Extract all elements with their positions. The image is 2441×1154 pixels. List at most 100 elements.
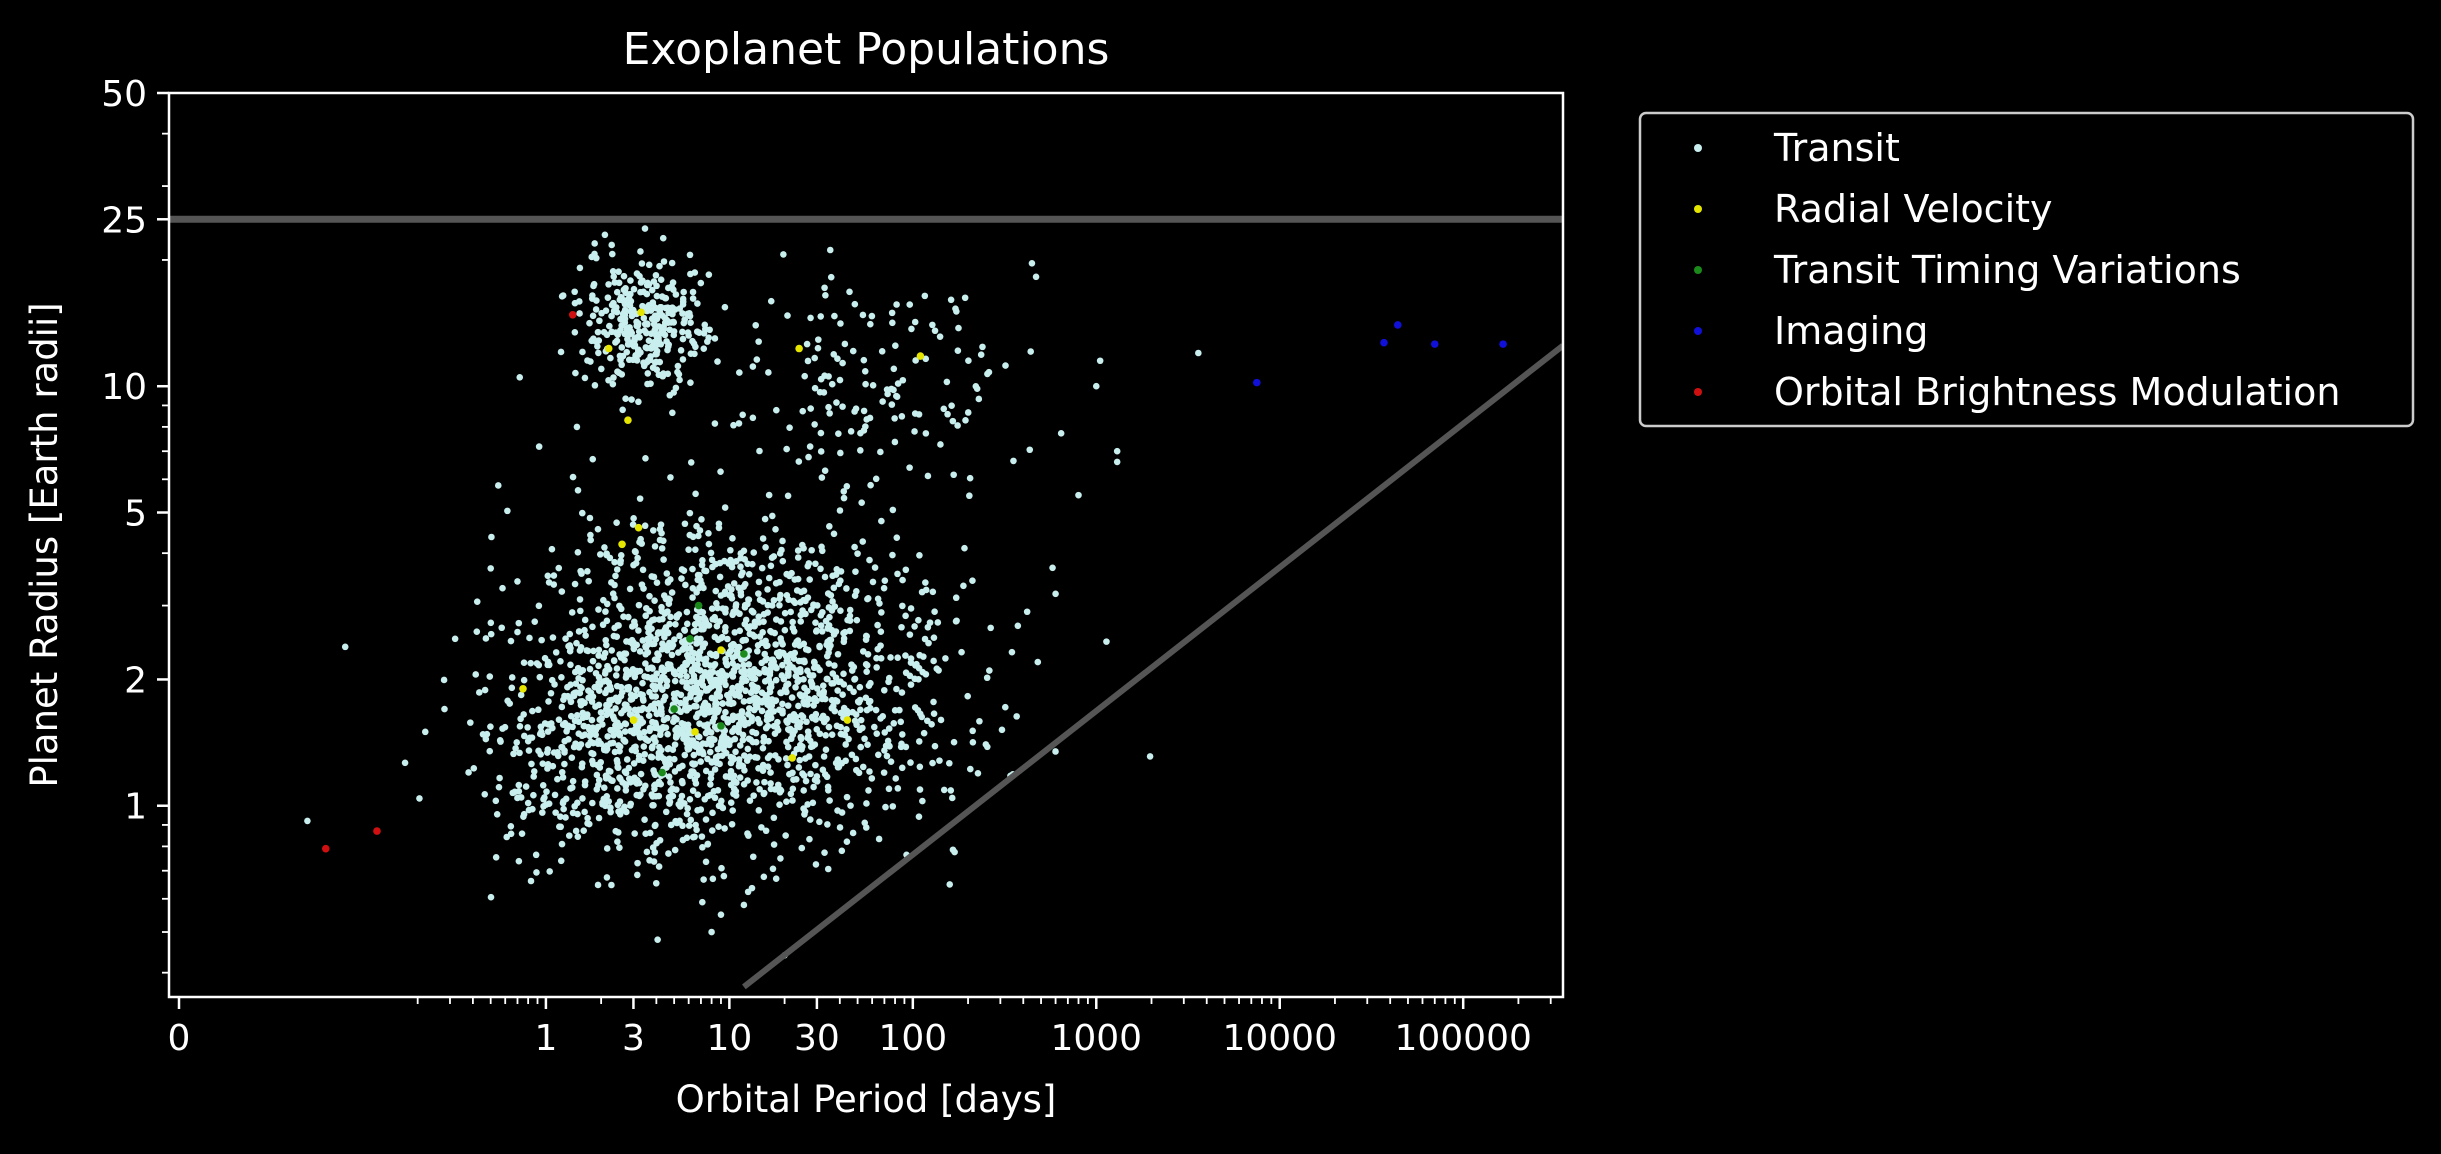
transit-point (891, 438, 899, 446)
transit-point (644, 320, 651, 328)
transit-point (571, 288, 578, 296)
transit-point (890, 720, 898, 727)
transit-timing-variations-point (717, 722, 725, 730)
transit-point (545, 661, 553, 669)
transit-point (824, 675, 831, 683)
transit-point (679, 335, 687, 343)
transit-point (702, 767, 710, 775)
transit-point (831, 707, 839, 715)
transit-point (580, 722, 588, 730)
transit-point (708, 682, 716, 690)
transit-point (859, 311, 867, 319)
transit-point (915, 411, 923, 418)
transit-point (705, 530, 712, 537)
orbital-brightness-modulation-point (321, 844, 330, 853)
transit-point (473, 628, 481, 635)
transit-point (831, 312, 838, 320)
transit-point (837, 568, 845, 575)
transit-point (538, 728, 545, 736)
transit-point (894, 654, 902, 661)
transit-point (641, 522, 649, 530)
transit-point (672, 621, 679, 628)
transit-point (535, 443, 543, 450)
transit-point (627, 800, 635, 808)
transit-point (721, 303, 729, 311)
transit-point (700, 876, 707, 883)
transit-point (848, 661, 855, 668)
transit-point (569, 473, 577, 481)
transit-point (561, 719, 569, 727)
transit-point (538, 636, 545, 644)
transit-point (621, 656, 628, 664)
transit-point (739, 637, 746, 645)
transit-point (558, 703, 566, 711)
transit-point (566, 642, 574, 649)
transit-point (874, 595, 882, 603)
legend-label: Transit Timing Variations (1773, 248, 2241, 292)
transit-point (878, 609, 885, 616)
imaging-point (1393, 321, 1402, 329)
transit-point (749, 608, 757, 616)
transit-point (784, 702, 792, 709)
transit-point (936, 333, 944, 340)
transit-point (953, 308, 960, 315)
transit-point (840, 494, 848, 502)
transit-point (783, 570, 790, 578)
transit-point (691, 650, 698, 657)
legend-marker (1694, 144, 1702, 152)
transit-point (616, 602, 623, 610)
transit-point (833, 399, 840, 406)
transit-point (699, 557, 706, 564)
transit-point (572, 369, 579, 377)
transit-point (892, 775, 900, 782)
transit-point (764, 642, 771, 649)
transit-point (600, 328, 608, 336)
transit-point (922, 430, 930, 437)
transit-point (811, 659, 818, 667)
transit-point (673, 614, 681, 621)
transit-point (694, 710, 702, 718)
radial-velocity-point (629, 716, 638, 724)
transit-point (527, 659, 535, 667)
transit-point (1195, 349, 1202, 357)
transit-point (618, 688, 626, 696)
transit-point (617, 559, 624, 567)
transit-point (722, 655, 729, 663)
transit-point (821, 573, 829, 581)
transit-point (618, 294, 625, 302)
transit-point (969, 577, 976, 585)
transit-point (679, 356, 687, 363)
transit-point (960, 582, 967, 590)
transit-point (772, 875, 780, 882)
transit-point (610, 374, 617, 381)
legend-marker (1694, 266, 1702, 274)
transit-point (759, 744, 767, 752)
transit-point (720, 590, 728, 598)
transit-point (481, 686, 489, 694)
transit-point (952, 618, 960, 625)
transit-point (524, 737, 532, 745)
transit-point (899, 602, 906, 610)
transit-point (852, 568, 859, 575)
transit-point (1096, 357, 1104, 365)
transit-point (647, 330, 655, 337)
transit-point (754, 684, 761, 692)
transit-point (894, 570, 901, 578)
transit-point (810, 664, 818, 672)
transit-point (748, 674, 756, 682)
transit-timing-variations-point (658, 768, 666, 777)
transit-point (756, 698, 763, 706)
transit-point (644, 370, 652, 377)
transit-point (612, 572, 619, 580)
transit-point (679, 310, 686, 317)
transit-point (759, 761, 767, 769)
transit-point (533, 660, 541, 667)
transit-point (670, 755, 678, 763)
transit-point (639, 637, 647, 644)
transit-point (795, 702, 802, 710)
transit-point (487, 630, 495, 638)
transit-point (729, 640, 737, 648)
transit-point (681, 626, 688, 634)
transit-point (516, 374, 524, 381)
transit-point (586, 514, 594, 522)
